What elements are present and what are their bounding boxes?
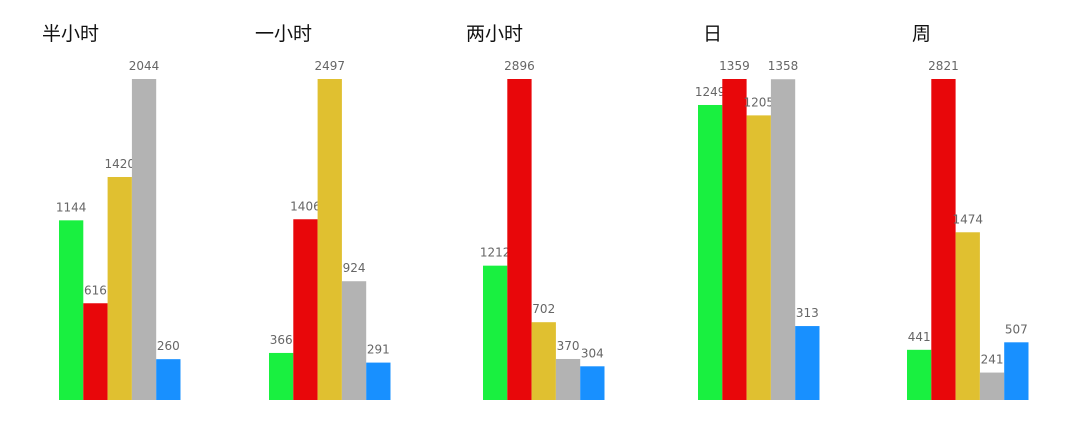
bar <box>698 104 723 401</box>
value-label: 924 <box>343 261 366 275</box>
value-label: 2821 <box>928 59 959 73</box>
value-label: 2896 <box>504 59 535 73</box>
value-label: 616 <box>84 283 107 297</box>
bar <box>795 326 820 400</box>
value-label: 260 <box>157 339 180 353</box>
value-label: 291 <box>367 343 390 357</box>
bar <box>931 79 956 400</box>
value-label: 1359 <box>719 59 750 73</box>
bar <box>317 79 342 400</box>
bar <box>366 362 391 400</box>
value-label: 1358 <box>768 59 799 73</box>
bar <box>770 79 796 400</box>
value-label: 1212 <box>480 246 511 260</box>
bar <box>293 219 318 400</box>
bar <box>269 352 294 400</box>
bar <box>83 303 108 400</box>
bar <box>907 349 932 400</box>
bar <box>59 220 84 400</box>
chart-title: 一小时 <box>255 23 312 45</box>
value-label: 507 <box>1005 322 1028 336</box>
value-label: 1420 <box>104 157 135 171</box>
bar <box>580 366 605 400</box>
bar <box>531 322 556 400</box>
value-label: 1144 <box>56 200 87 214</box>
chart-title: 周 <box>912 23 931 45</box>
value-label: 241 <box>981 353 1004 367</box>
value-label: 366 <box>270 333 293 347</box>
value-label: 1474 <box>952 212 983 226</box>
bar <box>483 265 508 400</box>
bar <box>107 176 132 400</box>
value-label: 370 <box>557 339 580 353</box>
value-label: 304 <box>581 346 604 360</box>
chart-title: 两小时 <box>466 23 523 45</box>
bar <box>555 358 581 400</box>
value-label: 313 <box>796 306 819 320</box>
bar <box>746 115 771 400</box>
value-label: 2497 <box>314 59 345 73</box>
value-label: 1249 <box>695 85 726 99</box>
value-label: 1406 <box>290 199 321 213</box>
bar <box>722 79 747 400</box>
bar <box>1004 342 1029 400</box>
bar <box>156 359 181 400</box>
value-label: 1205 <box>743 95 774 109</box>
chart-title: 日 <box>703 23 722 45</box>
value-label: 2044 <box>129 59 160 73</box>
bar <box>341 281 367 400</box>
value-label: 441 <box>908 330 931 344</box>
bar <box>955 232 980 400</box>
chart-title: 半小时 <box>42 23 99 45</box>
bar <box>979 372 1005 400</box>
value-label: 702 <box>532 302 555 316</box>
bar <box>507 79 532 400</box>
bar <box>131 79 157 400</box>
